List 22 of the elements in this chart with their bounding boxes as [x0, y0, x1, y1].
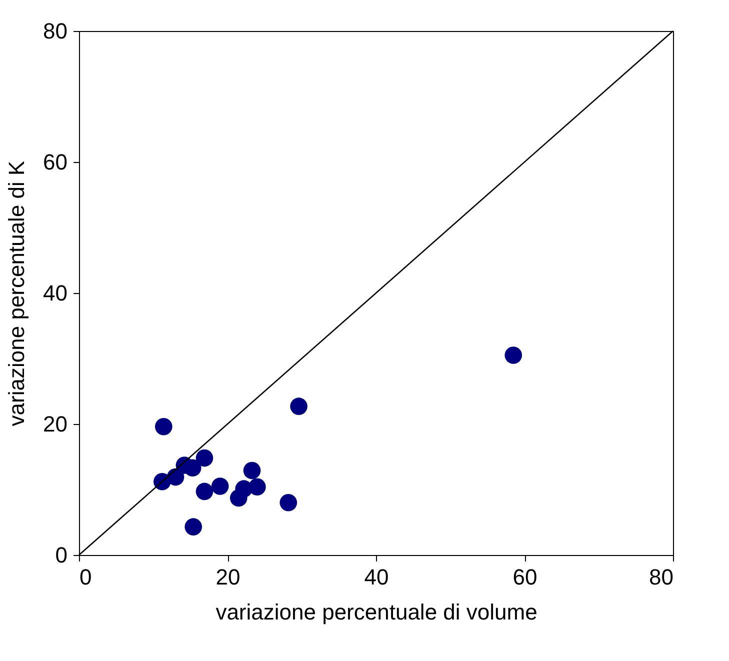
point — [196, 482, 214, 500]
y-tick-label: 60 — [43, 150, 68, 174]
point — [196, 449, 214, 467]
x-tick-label: 40 — [364, 564, 389, 590]
x-axis-title: variazione percentuale di volume — [216, 600, 538, 624]
y-tick-label: 20 — [43, 412, 68, 436]
point — [154, 418, 172, 436]
y-tick-label: 0 — [55, 542, 68, 568]
point — [211, 478, 229, 495]
point — [243, 462, 261, 480]
x-tick-label: 60 — [512, 564, 538, 590]
x-tick-label: 0 — [80, 564, 92, 590]
point — [280, 494, 298, 512]
point — [184, 518, 202, 536]
y-axis-title: variazione percentuale di K — [4, 160, 30, 426]
point — [290, 398, 308, 415]
point — [248, 478, 266, 496]
y-tick-label: 40 — [43, 280, 68, 306]
x-tick-label: 80 — [649, 564, 674, 590]
point — [504, 346, 522, 364]
x-tick-label: 20 — [216, 564, 240, 590]
y-tick-label: 80 — [43, 18, 68, 44]
